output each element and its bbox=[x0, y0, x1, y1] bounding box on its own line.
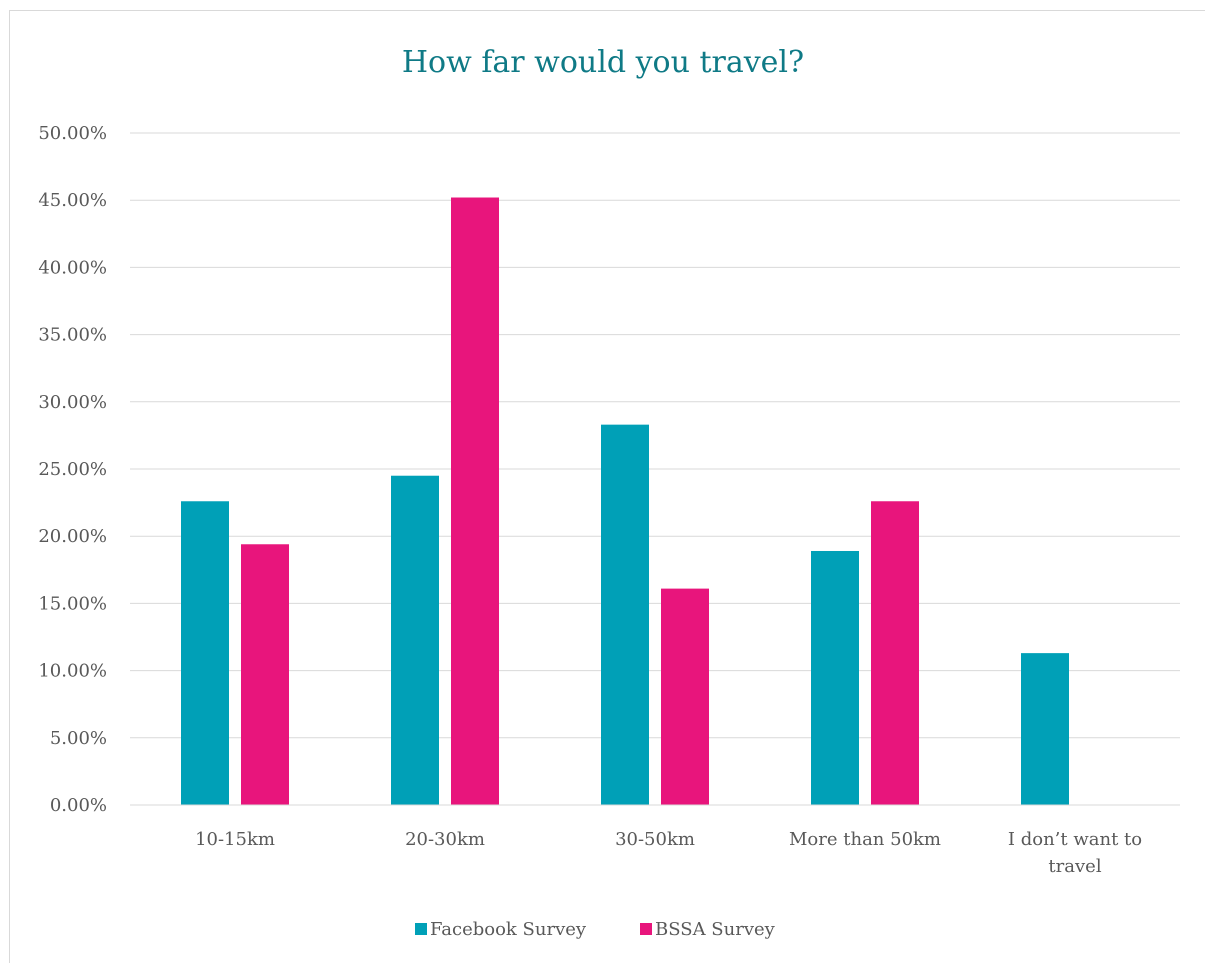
y-tick-label: 35.00% bbox=[38, 325, 107, 346]
bar bbox=[871, 501, 919, 805]
y-tick-label: 10.00% bbox=[38, 661, 107, 682]
bar bbox=[601, 424, 649, 805]
x-category-label: More than 50km bbox=[789, 829, 941, 850]
bar bbox=[241, 544, 289, 805]
y-tick-label: 0.00% bbox=[50, 795, 107, 816]
bar bbox=[1021, 653, 1069, 805]
legend-label: BSSA Survey bbox=[655, 919, 776, 940]
legend-swatch bbox=[640, 923, 652, 935]
y-tick-label: 45.00% bbox=[38, 190, 107, 211]
gridlines bbox=[130, 132, 1180, 739]
y-tick-label: 15.00% bbox=[38, 593, 107, 614]
x-category-label: I don’t want to bbox=[1008, 829, 1142, 850]
legend-label: Facebook Survey bbox=[430, 919, 587, 940]
chart-title: How far would you travel? bbox=[402, 45, 804, 80]
x-category-label: travel bbox=[1048, 856, 1101, 877]
y-tick-label: 25.00% bbox=[38, 459, 107, 480]
bar bbox=[661, 588, 709, 805]
y-tick-label: 30.00% bbox=[38, 392, 107, 413]
bar bbox=[181, 501, 229, 805]
bar bbox=[451, 197, 499, 806]
y-tick-label: 50.00% bbox=[38, 123, 107, 144]
bar bbox=[811, 550, 859, 805]
y-axis-ticks: 0.00% 5.00% 10.00% 15.00% 20.00% 25.00% 30.00%… bbox=[38, 123, 107, 816]
bars bbox=[181, 197, 1069, 806]
y-tick-label: 40.00% bbox=[38, 257, 107, 278]
legend: Facebook Survey BSSA Survey bbox=[415, 919, 776, 940]
x-category-label: 20-30km bbox=[405, 829, 485, 850]
x-category-label: 30-50km bbox=[615, 829, 695, 850]
bar bbox=[391, 475, 439, 805]
x-axis-categories: 10-15km 20-30km 30-50km More than 50km I don… bbox=[195, 829, 1142, 877]
x-category-label: 10-15km bbox=[195, 829, 275, 850]
y-tick-label: 5.00% bbox=[50, 728, 107, 749]
y-tick-label: 20.00% bbox=[38, 526, 107, 547]
legend-swatch bbox=[415, 923, 427, 935]
